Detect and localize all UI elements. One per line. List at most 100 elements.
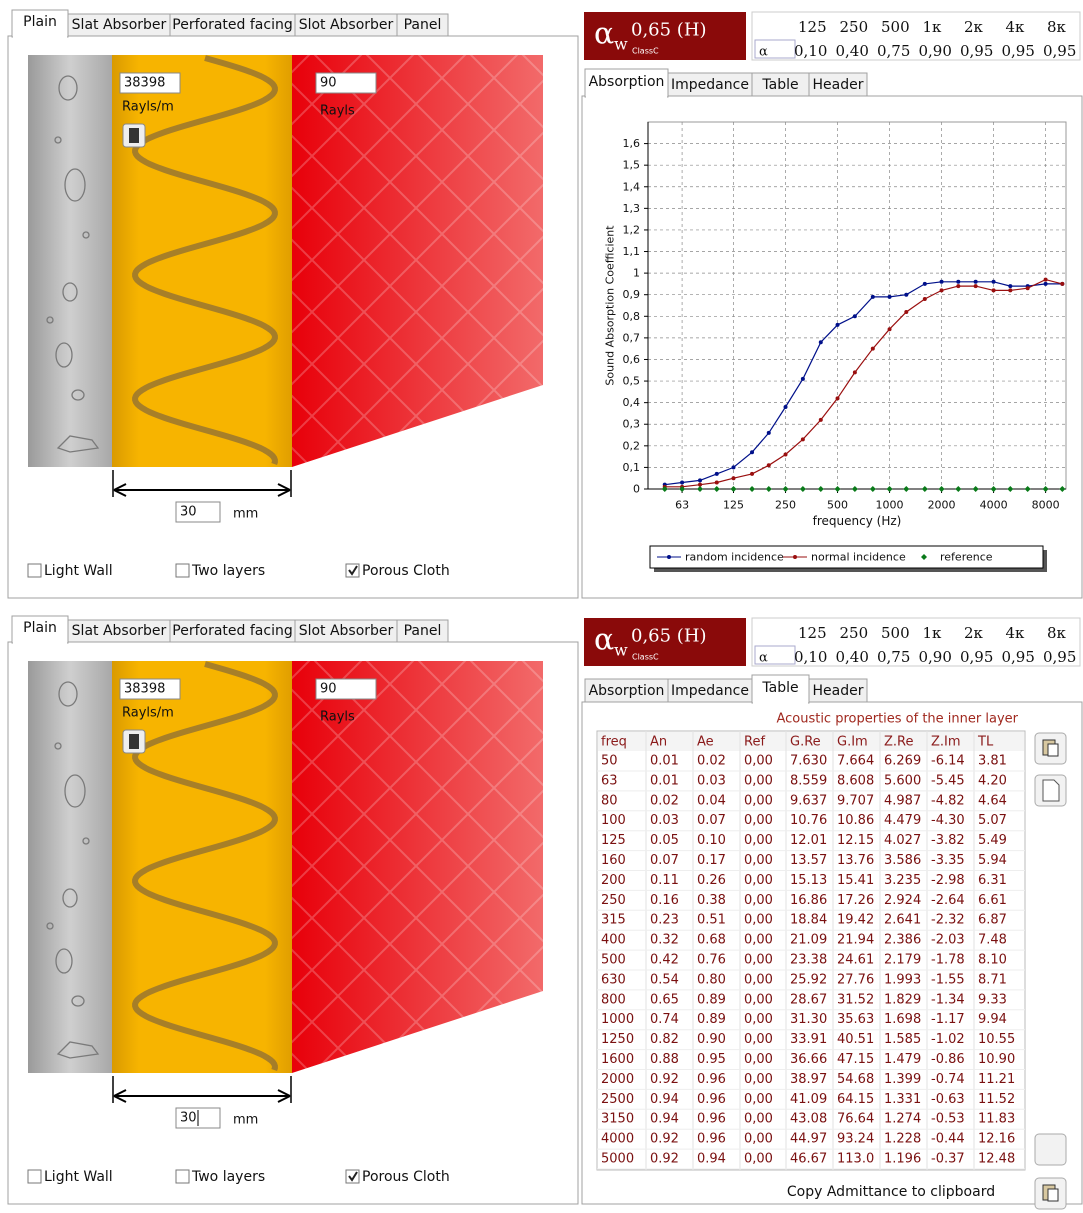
- table-cell: 23.38: [790, 953, 827, 968]
- y-tick-label: 0: [633, 483, 640, 496]
- table-cell: -0.53: [931, 1112, 965, 1127]
- y-tick-label: 0,5: [623, 375, 641, 388]
- band-value: 0,40: [836, 648, 869, 666]
- data-point: [853, 314, 857, 318]
- band-header: 4κ: [1006, 624, 1026, 642]
- table-cell: -5.45: [931, 773, 965, 788]
- band-value: 0,40: [836, 42, 869, 60]
- icon-glyph: [1048, 1189, 1058, 1201]
- table-cell: 0.02: [650, 793, 679, 808]
- data-point: [888, 295, 892, 299]
- thickness-value: 30: [180, 505, 197, 520]
- table-cell: 16.86: [790, 893, 827, 908]
- data-point: [992, 288, 996, 292]
- table-cell: 5.600: [884, 773, 921, 788]
- table-cell: 0,00: [744, 853, 773, 868]
- table-cell: 4.479: [884, 813, 921, 828]
- x-tick-label: 250: [775, 499, 796, 512]
- table-cell: 0.96: [697, 1072, 726, 1087]
- y-tick-label: 1,4: [623, 180, 641, 193]
- icon-button[interactable]: [1035, 1134, 1066, 1165]
- data-point: [956, 280, 960, 284]
- table-cell: 1.993: [884, 972, 921, 987]
- checkbox[interactable]: [28, 564, 41, 577]
- table-cell: 0.05: [650, 833, 679, 848]
- checkbox[interactable]: [28, 1170, 41, 1183]
- tab-label: Table: [761, 77, 798, 93]
- table-cell: 0,00: [744, 773, 773, 788]
- tab-label: Slot Absorber: [299, 17, 394, 33]
- wall: [28, 55, 112, 467]
- copy-button-label[interactable]: Copy Admittance to clipboard: [787, 1184, 995, 1200]
- band-value: 0,90: [919, 42, 952, 60]
- y-tick-label: 0,3: [623, 418, 641, 431]
- y-tick-label: 0,8: [623, 310, 641, 323]
- table-cell: 6.61: [978, 893, 1007, 908]
- table-cell: 315: [601, 913, 626, 928]
- y-tick-label: 1,6: [623, 137, 641, 150]
- x-tick-label: 500: [827, 499, 848, 512]
- x-tick-label: 63: [675, 499, 689, 512]
- data-point: [767, 431, 771, 435]
- data-point: [819, 418, 823, 422]
- wall: [28, 661, 112, 1073]
- table-cell: 38.97: [790, 1072, 827, 1087]
- table-cell: 0,00: [744, 933, 773, 948]
- table-header-cell: Z.Re: [884, 735, 914, 750]
- rating-subscript: w: [614, 641, 628, 660]
- band-value: 0,95: [960, 648, 993, 666]
- table-cell: 0.03: [697, 773, 726, 788]
- data-point: [715, 481, 719, 485]
- table-cell: 35.63: [837, 1012, 874, 1027]
- table-cell: 0.04: [697, 793, 726, 808]
- table-cell: 0,00: [744, 992, 773, 1007]
- table-cell: 113.0: [837, 1152, 874, 1167]
- table-cell: 0,00: [744, 1152, 773, 1167]
- table-cell: -3.82: [931, 833, 965, 848]
- legend-marker: [793, 555, 797, 559]
- table-cell: 0.89: [697, 992, 726, 1007]
- checkbox[interactable]: [176, 564, 189, 577]
- table-cell: -2.64: [931, 893, 965, 908]
- table-cell: -6.14: [931, 754, 965, 769]
- table-cell: -2.32: [931, 913, 965, 928]
- checkbox[interactable]: [176, 1170, 189, 1183]
- table-cell: -1.34: [931, 992, 965, 1007]
- resistivity-unit: Rayls/m: [122, 100, 174, 115]
- table-cell: -0.86: [931, 1052, 965, 1067]
- table-cell: 630: [601, 972, 626, 987]
- table-cell: 0,00: [744, 1112, 773, 1127]
- band-value: 0,75: [877, 42, 910, 60]
- table-cell: 12.48: [978, 1152, 1015, 1167]
- table-cell: 200: [601, 873, 626, 888]
- table-cell: 21.09: [790, 933, 827, 948]
- tab-label: Absorption: [589, 683, 665, 699]
- band-value: 0,10: [794, 42, 827, 60]
- table-cell: 0,00: [744, 1052, 773, 1067]
- data-point: [853, 370, 857, 374]
- table-header-cell: Ref: [744, 735, 765, 750]
- tab-label: Panel: [404, 623, 442, 639]
- tab-label: Slot Absorber: [299, 623, 394, 639]
- table-cell: 2000: [601, 1072, 634, 1087]
- table-header-cell: Ae: [697, 735, 714, 750]
- table-cell: 28.67: [790, 992, 827, 1007]
- table-cell: 93.24: [837, 1132, 874, 1147]
- table-cell: 0.92: [650, 1072, 679, 1087]
- tab-label: Panel: [404, 17, 442, 33]
- data-point: [1044, 282, 1048, 286]
- table-cell: 1.585: [884, 1032, 921, 1047]
- table-cell: -2.98: [931, 873, 965, 888]
- table-cell: 0,00: [744, 754, 773, 769]
- table-cell: -2.03: [931, 933, 965, 948]
- table-header-cell: TL: [977, 735, 994, 750]
- table-cell: 1.829: [884, 992, 921, 1007]
- table-cell: 11.52: [978, 1092, 1015, 1107]
- data-point: [698, 478, 702, 482]
- plot-area: [648, 122, 1066, 489]
- tab-label: Absorption: [589, 74, 665, 90]
- table-cell: 0,00: [744, 833, 773, 848]
- table-cell: 5000: [601, 1152, 634, 1167]
- data-point: [750, 450, 754, 454]
- rating-value: 0,65 (H): [631, 20, 707, 41]
